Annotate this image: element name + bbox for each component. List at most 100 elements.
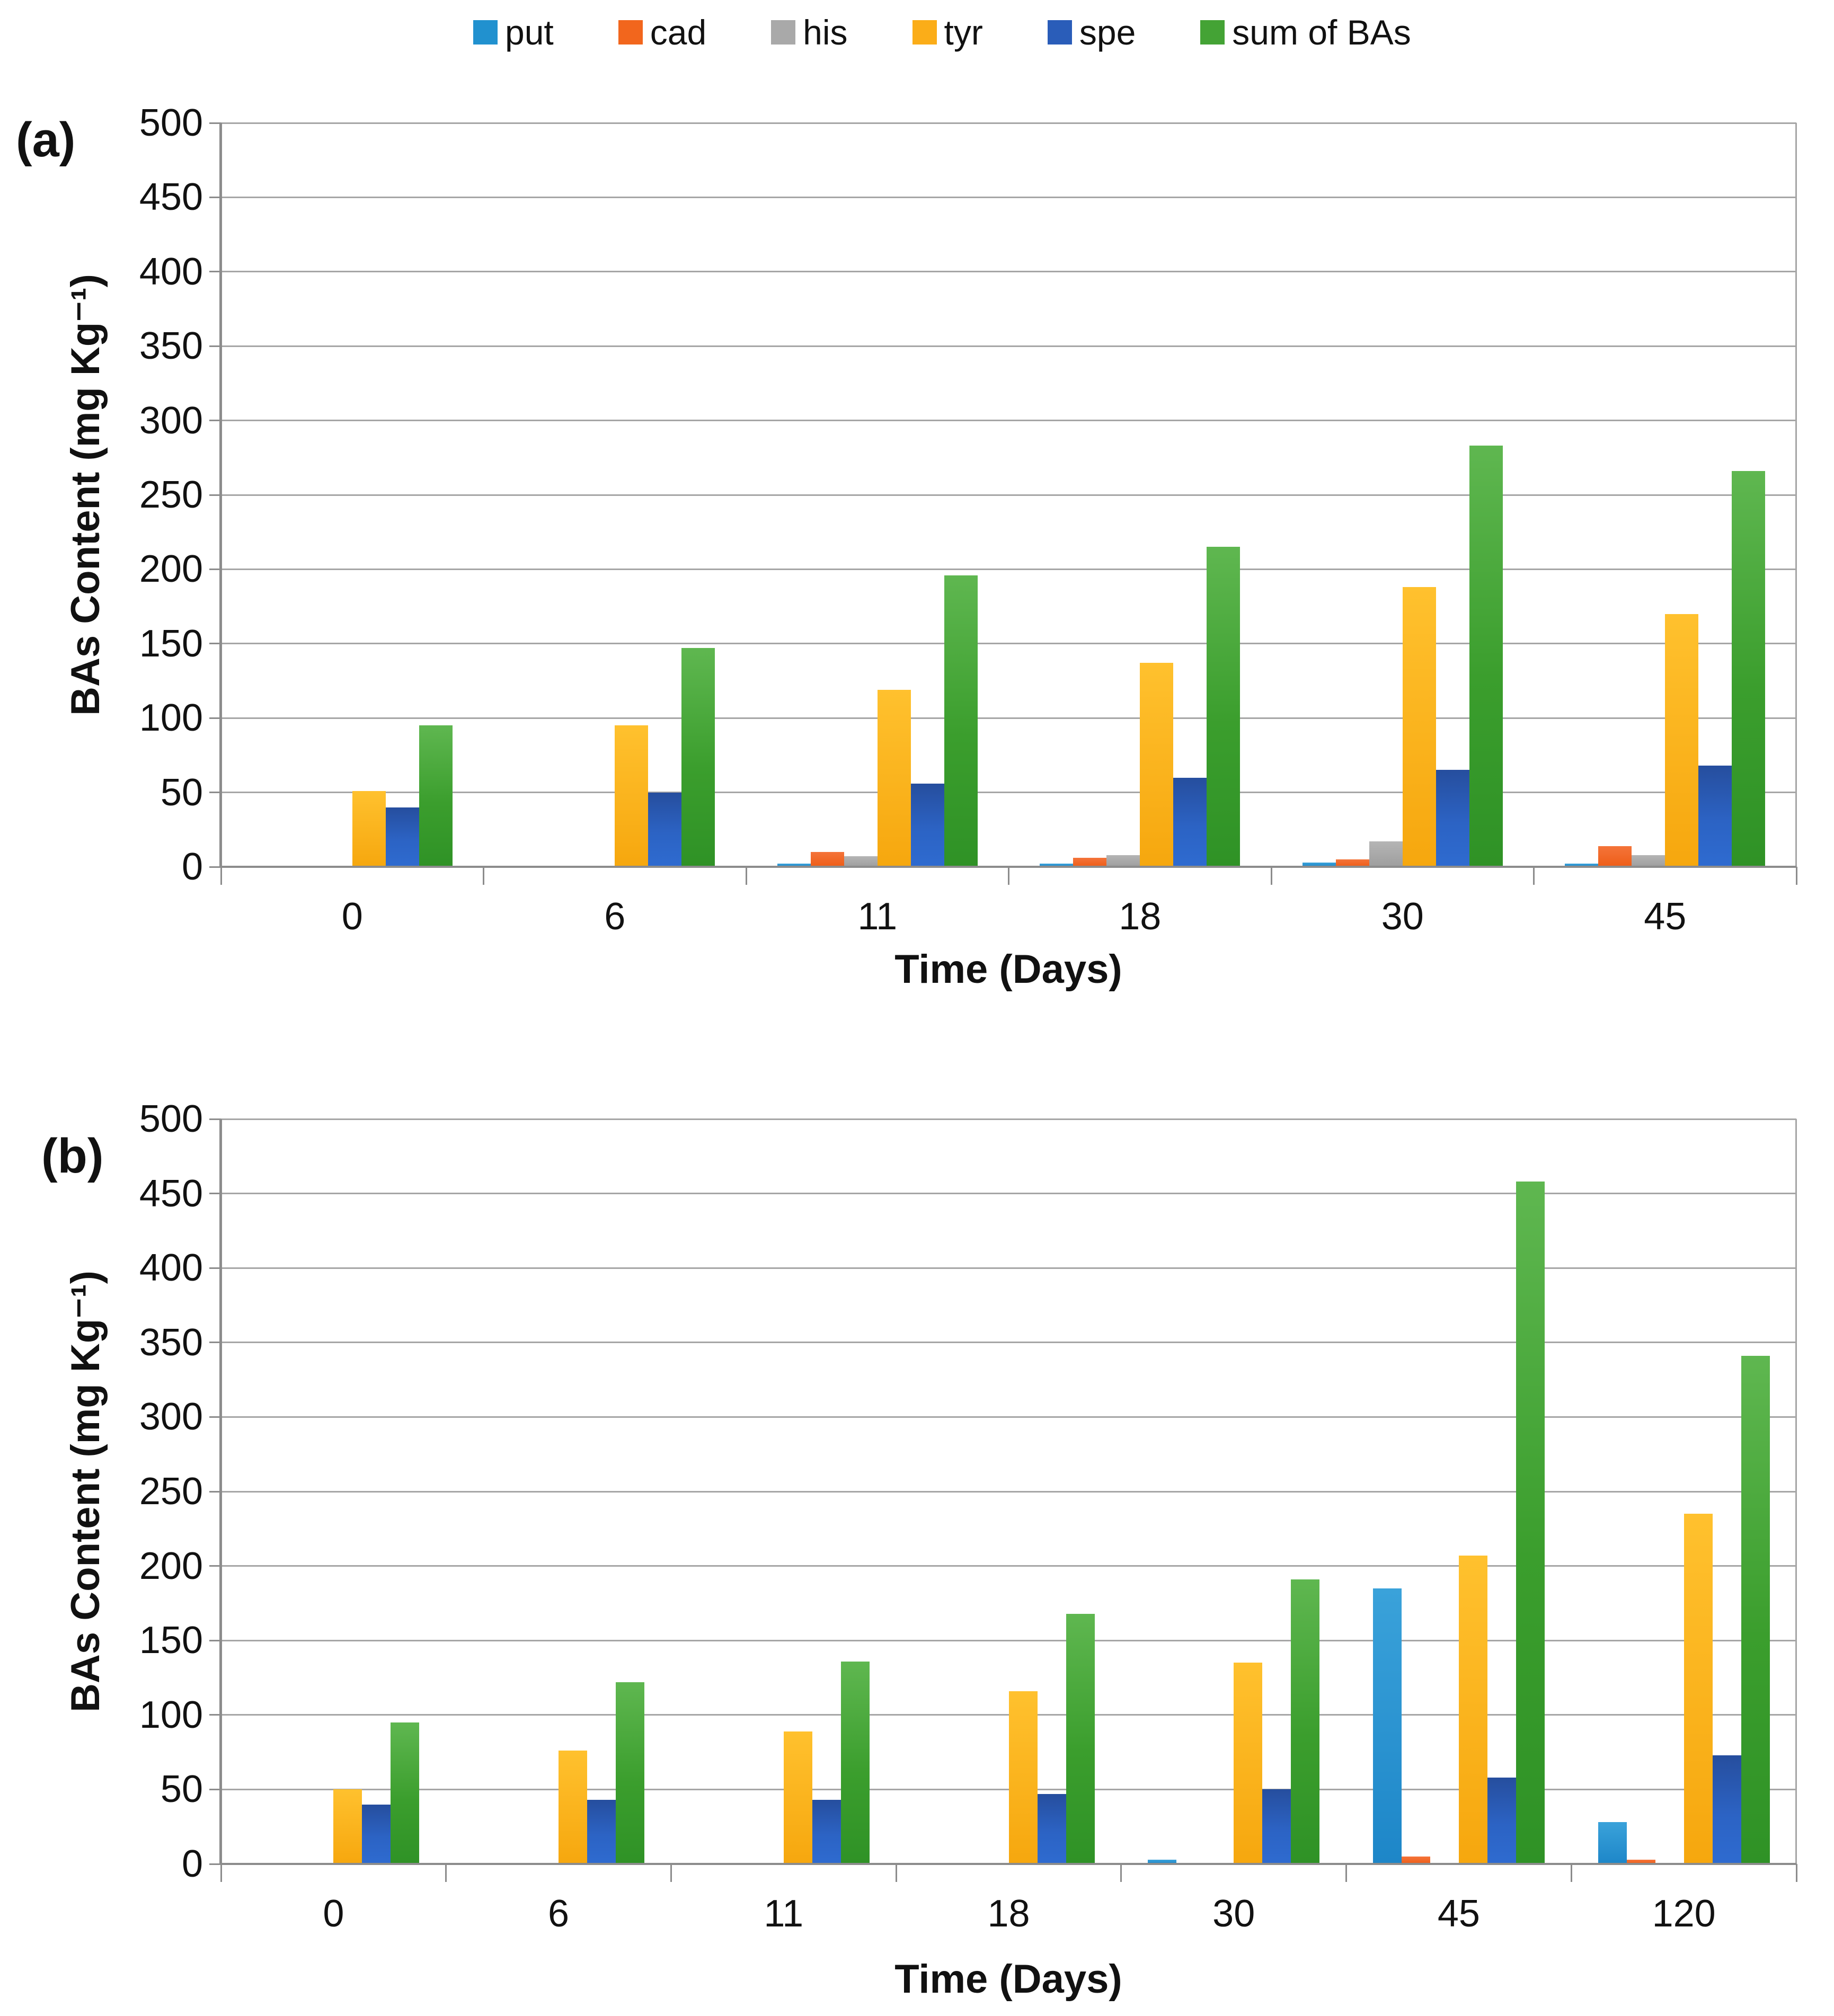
- spe-swatch-icon: [1047, 20, 1072, 45]
- y-axis-tick: [209, 1416, 221, 1418]
- y-tick-label: 450: [139, 176, 203, 219]
- gridline: [221, 1490, 1796, 1493]
- bar-b-put-30: [1148, 1859, 1177, 1864]
- y-axis-tick: [209, 420, 221, 422]
- x-tick-label: 6: [604, 895, 626, 938]
- gridline: [221, 792, 1796, 794]
- bar-b-tyr-18: [1008, 1691, 1038, 1864]
- y-tick-label: 300: [139, 399, 203, 442]
- bar-b-tyr-6: [559, 1751, 588, 1864]
- gridline: [221, 345, 1796, 347]
- bar-a-his-18: [1106, 855, 1140, 867]
- gridline: [221, 717, 1796, 719]
- bar-b-sum-of-BAs-11: [840, 1661, 870, 1864]
- plot-right-border: [1795, 123, 1797, 867]
- y-axis-tick: [209, 1267, 221, 1269]
- x-tick-label: 0: [323, 1893, 344, 1935]
- x-axis-tick: [745, 867, 747, 885]
- bar-b-sum-of-BAs-6: [616, 1682, 645, 1864]
- bar-a-spe-18: [1173, 777, 1207, 867]
- bar-b-spe-0: [362, 1804, 391, 1864]
- bar-a-spe-0: [385, 807, 419, 867]
- y-axis-tick: [209, 1639, 221, 1641]
- x-tick-label: 6: [548, 1893, 570, 1935]
- x-axis-tick: [220, 867, 222, 885]
- bar-a-his-11: [844, 856, 878, 867]
- x-tick-label: 30: [1381, 895, 1424, 938]
- bar-a-spe-6: [648, 792, 682, 867]
- bar-b-tyr-11: [783, 1731, 812, 1864]
- bar-b-tyr-120: [1684, 1514, 1713, 1864]
- x-tick-label: 120: [1652, 1893, 1716, 1935]
- y-axis-tick: [209, 345, 221, 347]
- x-tick-label: 0: [341, 895, 363, 938]
- x-axis-tick: [1795, 867, 1797, 885]
- x-axis-tick: [1120, 1864, 1122, 1882]
- legend-label: tyr: [944, 13, 983, 52]
- y-tick-label: 350: [139, 325, 203, 368]
- legend-label: put: [505, 13, 554, 52]
- y-axis-tick: [209, 1118, 221, 1120]
- y-axis-tick: [209, 196, 221, 198]
- y-tick-label: 250: [139, 474, 203, 516]
- x-axis-tick: [1345, 1864, 1348, 1882]
- bar-a-cad-45: [1598, 846, 1632, 867]
- x-axis-tick: [1008, 867, 1009, 885]
- y-tick-label: 0: [181, 846, 203, 888]
- legend-label: cad: [650, 13, 707, 52]
- bar-a-tyr-30: [1402, 587, 1436, 867]
- bar-a-tyr-18: [1140, 663, 1174, 867]
- bar-b-sum-of-BAs-0: [391, 1722, 420, 1864]
- gridline: [221, 271, 1796, 273]
- y-axis-tick: [209, 1863, 221, 1865]
- bar-a-put-45: [1565, 864, 1599, 867]
- gridline: [221, 1193, 1796, 1195]
- bar-a-his-30: [1369, 841, 1403, 867]
- y-axis-tick: [209, 568, 221, 570]
- y-axis-line: [219, 1119, 222, 1864]
- x-axis-tick: [1570, 1864, 1572, 1882]
- y-axis-tick: [209, 643, 221, 645]
- bar-b-spe-11: [812, 1800, 841, 1864]
- x-axis-tick: [1795, 1864, 1797, 1882]
- bar-a-spe-30: [1436, 770, 1469, 867]
- y-tick-label: 350: [139, 1321, 203, 1364]
- x-tick-label: 18: [987, 1893, 1030, 1935]
- chart-b-plot-area: 500 450 400 350 300 250 200 150 100 50 0 0 6 11 18 30 45…: [139, 1100, 1797, 1933]
- bar-b-sum-of-BAs-30: [1291, 1579, 1320, 1864]
- legend-item-sum-of-bas: sum of BAs: [1200, 15, 1411, 50]
- bar-a-put-30: [1302, 862, 1336, 867]
- gridline: [221, 1118, 1796, 1120]
- bar-b-tyr-0: [333, 1789, 362, 1864]
- x-axis-line: [219, 1863, 1796, 1865]
- x-axis-tick: [1270, 867, 1272, 885]
- panel-label-a: (a): [16, 113, 76, 167]
- y-axis-tick: [209, 1193, 221, 1195]
- bar-a-sum-of-BAs-6: [681, 648, 715, 867]
- bar-b-spe-6: [587, 1800, 616, 1864]
- plot-right-border: [1795, 1119, 1797, 1864]
- sum-of-bas-swatch-icon: [1200, 20, 1225, 45]
- y-tick-label: 500: [139, 1098, 203, 1140]
- gridline: [221, 643, 1796, 645]
- y-axis-tick: [209, 866, 221, 868]
- y-axis-tick: [209, 122, 221, 124]
- bar-a-spe-11: [910, 783, 944, 867]
- y-tick-label: 100: [139, 697, 203, 740]
- y-tick-label: 50: [160, 1768, 203, 1811]
- gridline: [221, 1565, 1796, 1567]
- x-tick-label: 45: [1644, 895, 1687, 938]
- bar-b-sum-of-BAs-120: [1741, 1356, 1770, 1864]
- y-tick-label: 500: [139, 102, 203, 144]
- his-swatch-icon: [771, 20, 796, 45]
- y-axis-tick: [209, 1788, 221, 1790]
- x-axis-line: [219, 866, 1796, 868]
- put-swatch-icon: [473, 20, 498, 45]
- y-axis-tick: [209, 717, 221, 719]
- y-axis-title-b: BAs Content (mg Kg⁻¹): [63, 1271, 108, 1712]
- y-tick-label: 450: [139, 1172, 203, 1215]
- tyr-swatch-icon: [912, 20, 937, 45]
- y-axis-tick: [209, 1490, 221, 1493]
- bar-a-sum-of-BAs-11: [944, 575, 978, 867]
